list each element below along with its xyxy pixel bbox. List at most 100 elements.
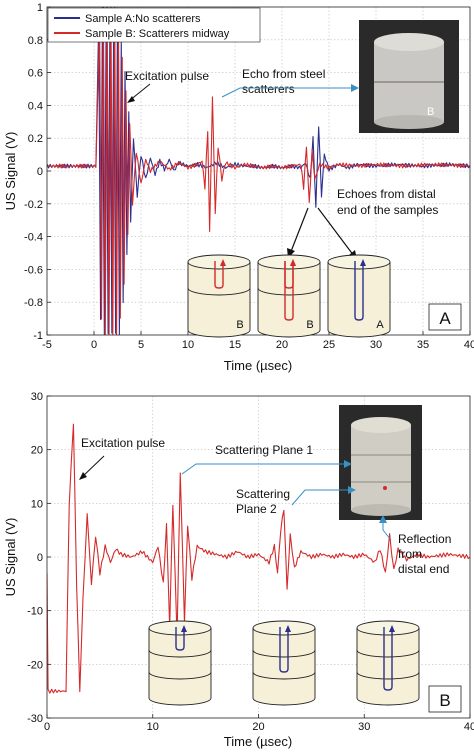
x-tick-label: 25 (323, 339, 335, 351)
y-tick-label: 10 (31, 498, 43, 510)
callout-echo-steel (221, 87, 357, 98)
cylinder-plane (187, 287, 251, 296)
annotation-distal-line2: end of the samples (337, 203, 438, 217)
arrow-distal-2 (317, 207, 355, 257)
panel-a-series (47, 7, 470, 335)
photo-cylinder-bottom (374, 115, 444, 129)
panel-b-xlabel: Time (µsec) (224, 734, 292, 749)
y-tick-label: -0.8 (24, 297, 43, 309)
x-tick-label: 20 (252, 721, 264, 733)
panel-b-series (47, 423, 470, 694)
cylinder-plane (257, 287, 321, 296)
legend-entry-b: Sample B: Scatterers midway (85, 28, 230, 40)
x-tick-label: 30 (358, 721, 370, 733)
x-tick-label: 5 (138, 339, 144, 351)
y-tick-label: -10 (27, 606, 43, 618)
cylinder-plane (356, 671, 420, 680)
x-tick-label: 40 (464, 721, 474, 733)
ultrasound-arrowhead (220, 259, 226, 266)
arrowhead-excitation-a (127, 96, 135, 103)
ultrasound-path (214, 261, 224, 289)
panel-b-ticks: 0 10 20 30 40 -30 -20 -10 0 10 20 30 (27, 391, 474, 733)
sample-photo-a: B (359, 20, 459, 133)
annotation-echo-steel-line2: scatterers (242, 82, 295, 96)
photo-b-red-mark (383, 486, 387, 490)
x-tick-label: 10 (182, 339, 194, 351)
annotation-reflection-line2: from (398, 547, 422, 561)
cylinder-diagram-b2 (252, 620, 316, 706)
annotation-distal-line1: Echoes from distal (337, 187, 436, 201)
ultrasound-arrowhead (360, 259, 366, 266)
cylinder-label: B (236, 319, 243, 331)
ultrasound-path (279, 627, 289, 673)
cylinder-label: A (376, 319, 384, 331)
cylinder-body (356, 628, 420, 706)
cylinder-top (327, 254, 391, 270)
ultrasound-arrowhead (181, 625, 187, 632)
ultrasound-arrowhead (290, 259, 296, 266)
cylinder-top (252, 620, 316, 636)
annotation-echo-steel-line1: Echo from steel (242, 67, 325, 81)
callout-head-echo-steel (351, 84, 359, 92)
panel-a-label-box (428, 303, 462, 331)
annotation-excitation-b: Excitation pulse (81, 436, 165, 450)
cylinder-diagram-b3 (356, 620, 420, 706)
ultrasound-path (175, 627, 185, 651)
callout-plane-2 (291, 489, 354, 506)
x-tick-label: 30 (370, 339, 382, 351)
callout-head-plane-2 (348, 486, 356, 494)
panel-a-annotations: Excitation pulse Echo from steel scatter… (125, 67, 438, 260)
y-tick-label: -0.2 (24, 199, 43, 211)
y-tick-label: 0 (37, 552, 43, 564)
y-tick-label: -20 (27, 659, 43, 671)
x-tick-label: 10 (147, 721, 159, 733)
cylinder-body (148, 628, 212, 706)
cylinder-body (187, 262, 251, 338)
annotation-reflection-line3: distal end (398, 562, 449, 576)
x-tick-label: 0 (91, 339, 97, 351)
callout-head-plane-1 (344, 460, 352, 468)
cylinder-diagram-3: A (327, 254, 391, 338)
legend-box (47, 7, 261, 43)
panel-a-ylabel: US Signal (V) (3, 132, 18, 211)
x-tick-label: 15 (229, 339, 241, 351)
photo-cylinder-top (374, 33, 444, 51)
sample-photo-b (339, 405, 422, 520)
y-tick-label: 20 (31, 445, 43, 457)
y-tick-label: -0.6 (24, 264, 43, 276)
panel-a-ticks: -5 0 5 10 15 20 25 30 35 40 -1 -0.8 -0.6 -0.4 -0.2 0 0.2… (24, 2, 474, 351)
annotation-plane-2-line2: Plane 2 (236, 502, 277, 516)
annotation-plane-1: Scattering Plane 1 (215, 443, 313, 457)
cylinder-diagram-b1 (148, 620, 212, 706)
panel-a-legend: Sample A:No scatterers Sample B: Scatter… (47, 7, 261, 43)
arrowhead-excitation-b (79, 472, 87, 480)
photo-b-cylinder-body (351, 425, 411, 510)
panel-b-label-box (428, 685, 462, 713)
y-tick-label: 30 (31, 391, 43, 403)
y-tick-label: 0.8 (28, 35, 43, 47)
x-tick-label: 20 (276, 339, 288, 351)
y-tick-label: 0 (37, 166, 43, 178)
panel-a: -5 0 5 10 15 20 25 30 35 40 -1 -0.8 -0.6 -0.4 -0.2 0 0.2… (3, 2, 474, 373)
cylinder-plane (252, 671, 316, 680)
cylinder-plane (148, 671, 212, 680)
cylinder-label: B (306, 319, 313, 331)
annotation-excitation-a: Excitation pulse (125, 69, 209, 83)
ultrasound-arrowhead (285, 625, 291, 632)
photo-label: B (427, 106, 434, 118)
panel-b-label: B (439, 691, 450, 710)
panel-b-cylinder-diagrams (148, 620, 420, 706)
cylinder-diagram-1: B (187, 254, 251, 338)
series-line-2 (47, 7, 470, 335)
panel-b: 0 10 20 30 40 -30 -20 -10 0 10 20 30 Excitation pul… (3, 391, 474, 749)
photo-b-cylinder-bottom (351, 504, 411, 516)
annotation-reflection-line1: Reflection (398, 532, 451, 546)
cylinder-top (257, 254, 321, 270)
cylinder-top (148, 620, 212, 636)
annotation-plane-2-line1: Scattering (236, 487, 290, 501)
cylinder-plane (356, 649, 420, 658)
cylinder-body (252, 628, 316, 706)
panel-a-label: A (439, 309, 451, 328)
cylinder-plane (148, 649, 212, 658)
